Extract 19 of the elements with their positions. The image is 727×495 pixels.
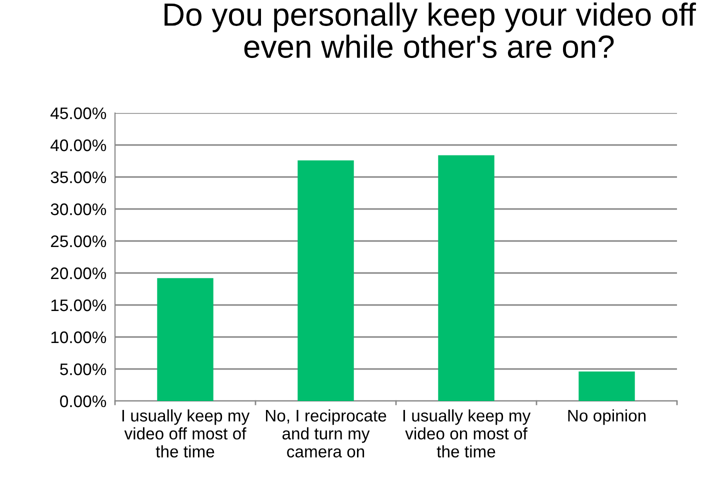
bar bbox=[298, 160, 354, 401]
y-tick-label: 10.00% bbox=[51, 331, 106, 344]
y-tick-label: 35.00% bbox=[50, 171, 106, 184]
bar bbox=[157, 278, 214, 401]
bar bbox=[578, 372, 635, 401]
bar bbox=[438, 155, 494, 401]
y-tick-label: 15.00% bbox=[51, 299, 106, 312]
y-tick-label: 20.00% bbox=[50, 267, 106, 280]
chart-title: Do you personally keep your video off even while other's are on? bbox=[164, 2, 696, 58]
x-tick-label: No, I reciprocate and turn my camera on bbox=[266, 409, 386, 458]
y-tick-label: 25.00% bbox=[50, 235, 106, 248]
x-tick-label: I usually keep my video off most of the time bbox=[122, 409, 250, 458]
y-tick-label: 45.00% bbox=[50, 107, 106, 120]
y-tick-label: 40.00% bbox=[50, 139, 106, 152]
x-tick-label: I usually keep my video on most of the time bbox=[403, 409, 531, 458]
x-tick-label: No opinion bbox=[568, 409, 646, 425]
y-tick-label: 30.00% bbox=[50, 203, 106, 216]
y-tick-label: 5.00% bbox=[60, 363, 106, 376]
y-tick-label: 0.00% bbox=[60, 395, 106, 408]
